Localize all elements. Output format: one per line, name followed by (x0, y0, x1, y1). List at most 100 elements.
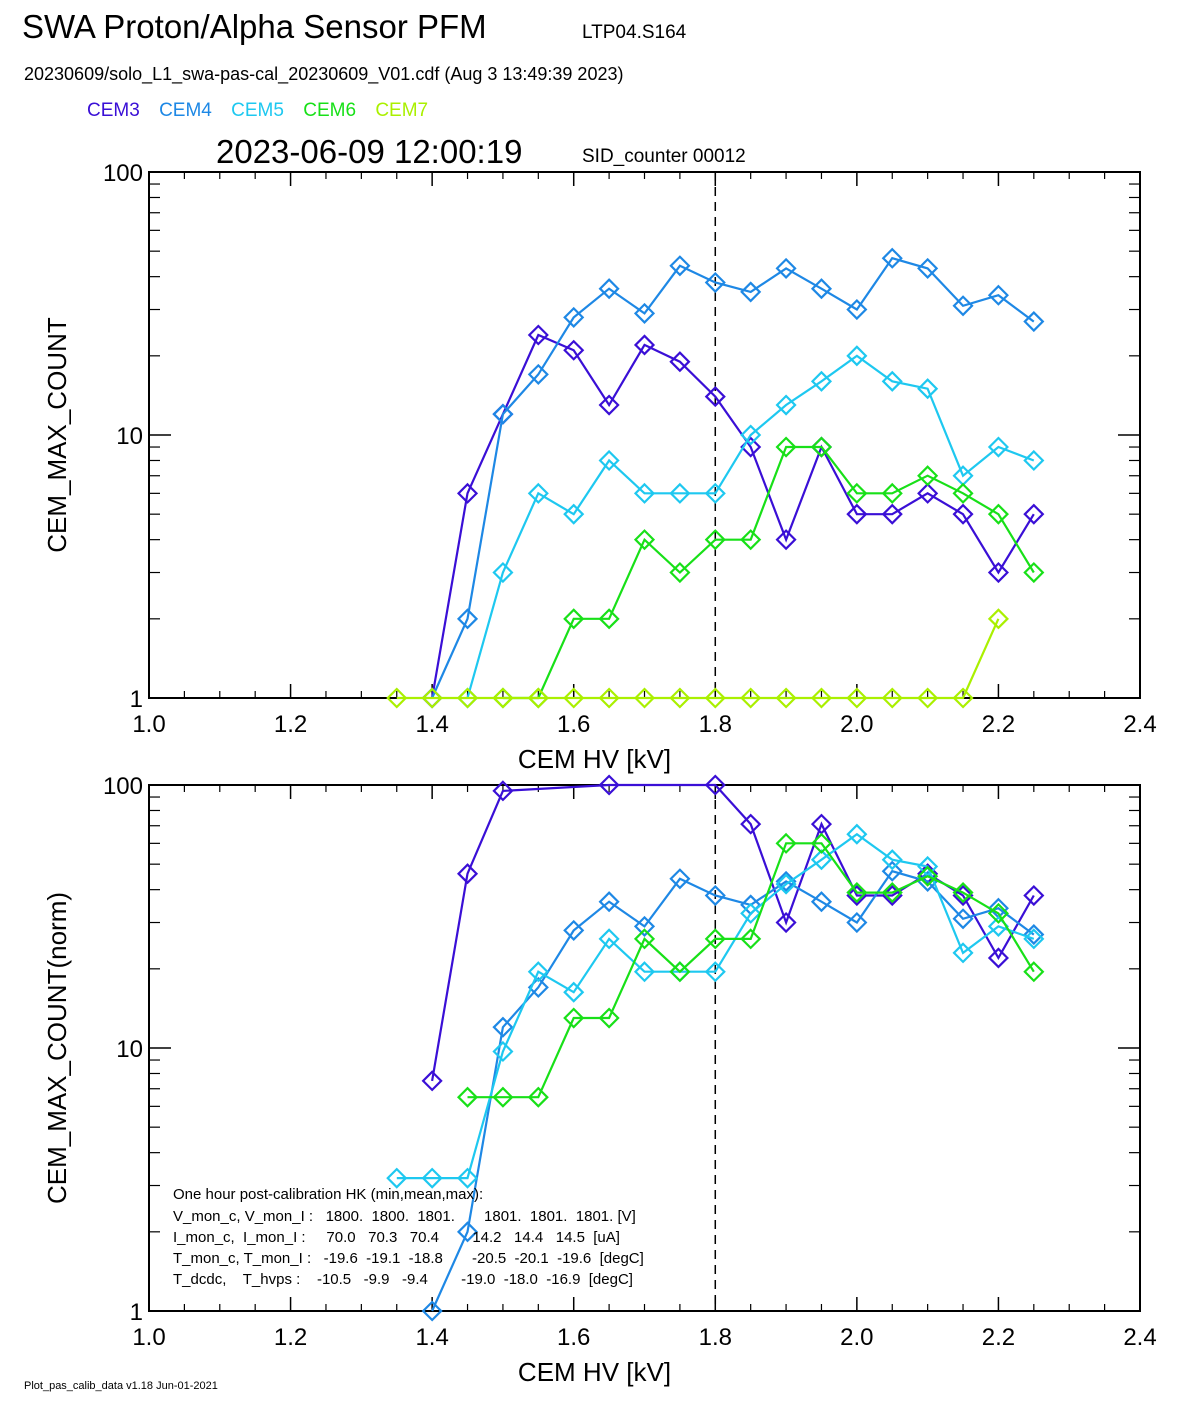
data-point-cem6 (633, 928, 656, 950)
y-tick-label: 100 (103, 160, 143, 187)
data-point-cem5 (775, 394, 797, 416)
footer: Plot_pas_calib_data v1.18 Jun-01-2021 (24, 1380, 218, 1392)
data-point-cem6 (775, 436, 797, 458)
data-point-cem4 (456, 1221, 479, 1243)
data-point-cem3 (952, 884, 974, 907)
data-point-cem7 (881, 687, 903, 709)
y-axis-label: CEM_MAX_COUNT(norm) (42, 892, 72, 1204)
legend-cem3: CEM3 (87, 100, 140, 121)
data-point-cem5 (987, 436, 1009, 458)
x-tick-label: 1.4 (415, 1324, 448, 1351)
data-point-cem4 (598, 278, 620, 300)
data-point-cem6 (669, 561, 691, 584)
data-point-cem7 (527, 687, 549, 709)
data-point-cem5 (846, 345, 868, 367)
data-point-cem6 (704, 928, 726, 950)
data-point-cem5 (492, 561, 514, 584)
data-point-cem4 (1023, 923, 1045, 946)
data-point-cem4 (775, 870, 797, 892)
data-point-cem4 (633, 302, 656, 324)
data-point-cem7 (386, 687, 408, 709)
data-point-cem3 (881, 503, 903, 525)
hk-row: I_mon_c, I_mon_I : 70.0 70.3 70.4 14.2 1… (173, 1229, 620, 1246)
data-point-cem5 (527, 482, 549, 504)
legend: CEM3 CEM4 CEM5 CEM6 CEM7 (87, 100, 442, 122)
hk-title: One hour post-calibration HK (min,mean,m… (173, 1186, 483, 1203)
data-point-cem4 (846, 298, 868, 321)
series-group (386, 774, 1045, 1322)
data-point-cem4 (704, 884, 726, 907)
data-point-cem3 (775, 529, 797, 551)
run-id: LTP04.S164 (582, 22, 687, 43)
data-point-cem3 (456, 482, 479, 504)
data-point-cem5 (563, 981, 585, 1003)
y-tick-label: 100 (103, 773, 143, 800)
data-point-cem5 (527, 961, 549, 983)
data-point-cem3 (1023, 884, 1045, 907)
data-point-cem7 (598, 687, 620, 709)
data-point-cem3 (456, 863, 479, 885)
series-line-cem3 (431, 783, 1035, 1082)
data-point-cem6 (881, 482, 903, 504)
hk-row: V_mon_c, V_mon_I : 1800. 1800. 1801. 180… (173, 1208, 636, 1225)
data-point-cem7 (987, 608, 1009, 630)
series-line-cem7 (396, 618, 1000, 700)
x-tick-label: 1.2 (274, 1324, 307, 1351)
data-point-cem6 (1023, 561, 1045, 584)
data-point-cem3 (987, 947, 1009, 969)
x-axis-label: CEM HV [kV] (518, 1357, 671, 1387)
file-line: 20230609/solo_L1_swa-pas-cal_20230609_V0… (24, 64, 624, 84)
data-point-cem6 (881, 881, 903, 904)
data-point-cem5 (810, 849, 833, 871)
data-point-cem5 (598, 928, 620, 950)
series-line-cem6 (502, 445, 1035, 700)
x-tick-label: 1.8 (699, 711, 732, 738)
data-point-cem3 (598, 394, 620, 416)
data-point-cem5 (633, 961, 656, 983)
y-tick-label: 10 (116, 423, 143, 450)
data-point-cem4 (881, 860, 903, 882)
data-point-cem4 (952, 908, 974, 930)
data-point-cem6 (846, 482, 868, 504)
data-point-cem6 (775, 832, 797, 854)
data-point-cem3 (633, 334, 656, 356)
data-point-cem6 (917, 865, 939, 887)
data-point-cem7 (846, 687, 868, 709)
data-point-cem4 (456, 608, 479, 630)
data-point-cem4 (633, 915, 656, 937)
x-tick-label: 1.4 (415, 711, 448, 738)
data-point-cem5 (810, 370, 833, 392)
data-point-cem6 (987, 902, 1009, 924)
data-point-cem6 (1023, 961, 1045, 983)
data-point-cem5 (563, 503, 585, 525)
data-point-cem5 (456, 1167, 479, 1189)
data-point-cem4 (952, 295, 974, 317)
data-point-cem6 (952, 482, 974, 504)
series-line-cem3 (431, 333, 1035, 699)
data-point-cem4 (740, 281, 762, 303)
data-point-cem5 (492, 1040, 514, 1063)
legend-cem7: CEM7 (375, 100, 429, 121)
data-point-cem4 (775, 257, 797, 279)
hk-row: T_dcdc, T_hvps : -10.5 -9.9 -9.4 -19.0 -… (173, 1271, 633, 1288)
data-point-cem3 (1023, 503, 1045, 525)
data-point-cem4 (987, 284, 1009, 306)
data-point-cem3 (598, 774, 620, 796)
data-point-cem3 (563, 339, 585, 361)
data-point-cem7 (669, 687, 691, 709)
data-point-cem4 (917, 257, 939, 279)
data-point-cem3 (421, 1070, 443, 1092)
data-point-cem4 (810, 891, 833, 913)
data-point-cem5 (740, 902, 762, 924)
data-point-cem7 (740, 687, 762, 709)
sid-counter: SID_counter 00012 (582, 146, 746, 167)
data-point-cem7 (492, 687, 514, 709)
data-point-cem7 (633, 687, 656, 709)
data-point-cem3 (704, 386, 726, 408)
data-point-cem6 (952, 881, 974, 904)
data-point-cem6 (598, 608, 620, 630)
x-tick-label: 2.2 (982, 711, 1015, 738)
data-point-cem5 (669, 482, 691, 504)
data-point-cem5 (846, 823, 868, 845)
